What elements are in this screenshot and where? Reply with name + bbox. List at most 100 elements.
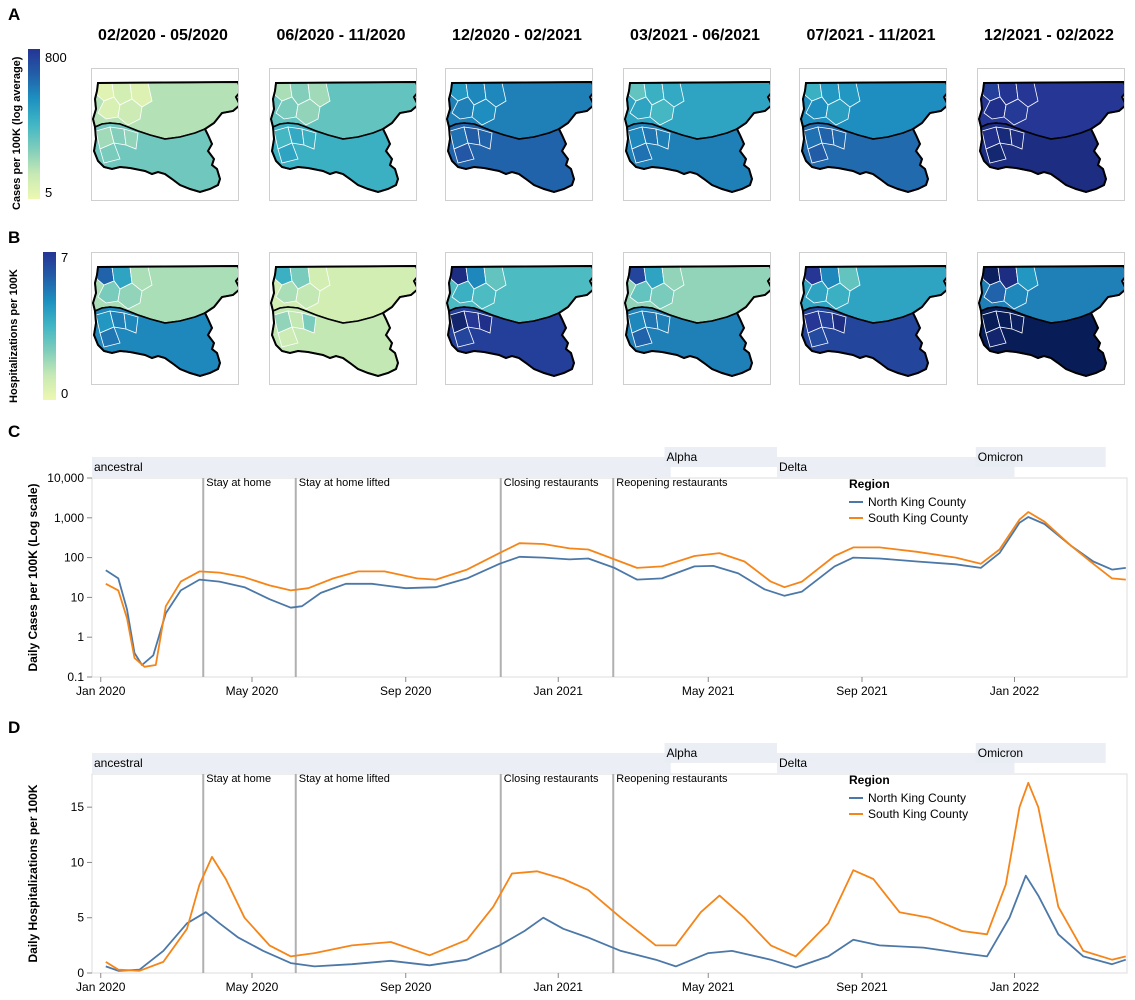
y-tick-label: 5 <box>77 911 84 925</box>
case-map-1 <box>91 68 239 201</box>
south-subregion <box>99 142 121 164</box>
series-line-north <box>105 874 1127 972</box>
county-outline <box>624 264 770 378</box>
legend-entry: South King County <box>868 511 968 525</box>
variant-label-ancestral: ancestral <box>94 460 143 474</box>
legend-b-title: Hospitalizations per 100K <box>8 269 20 403</box>
legend-b-min: 0 <box>61 386 69 401</box>
variant-label-ancestral: ancestral <box>94 756 143 770</box>
legend-b-max: 7 <box>61 250 69 265</box>
event-label: Closing restaurants <box>504 773 599 785</box>
south-subregion <box>807 326 829 348</box>
series-line-north <box>105 516 1126 666</box>
series-line-south <box>105 511 1126 668</box>
x-tick-label: Sep 2020 <box>380 980 432 994</box>
south-subregion <box>123 128 139 150</box>
x-tick-label: Jan 2022 <box>990 684 1040 698</box>
y-tick-label: 15 <box>71 800 85 814</box>
y-tick-label: 100 <box>64 551 84 565</box>
x-tick-label: Jan 2021 <box>534 980 584 994</box>
x-tick-label: May 2020 <box>226 980 279 994</box>
hospitalization-map-3 <box>445 252 593 385</box>
county-outline <box>446 264 592 378</box>
period-title-3: 12/2020 - 02/2021 <box>452 27 582 44</box>
variant-label-delta: Delta <box>779 756 807 770</box>
panel-label-a: A <box>8 5 21 24</box>
hospitalization-map-5 <box>799 252 947 385</box>
county-outline <box>800 80 946 194</box>
event-label: Stay at home lifted <box>299 477 390 489</box>
legend-a-title: Cases per 100K (log average) <box>11 56 23 210</box>
case-map-4 <box>623 68 771 201</box>
variant-band-alpha <box>664 447 777 467</box>
y-axis-title: Daily Cases per 100K (Log scale) <box>26 483 40 671</box>
legend-title: Region <box>849 773 890 787</box>
period-title-2: 06/2020 - 11/2020 <box>276 27 406 44</box>
legend-entry: North King County <box>868 791 966 805</box>
x-tick-label: Jan 2020 <box>76 684 126 698</box>
legend-b-color-ramp <box>43 252 56 400</box>
y-tick-label: 10,000 <box>47 471 84 485</box>
hospitalization-map-2 <box>269 252 417 385</box>
series-line-south <box>105 781 1127 972</box>
variant-label-omicron: Omicron <box>978 450 1023 464</box>
case-map-2 <box>269 68 417 201</box>
south-subregion <box>277 142 299 164</box>
south-subregion <box>807 142 829 164</box>
south-subregion <box>453 142 475 164</box>
case-map-3 <box>445 68 593 201</box>
south-subregion <box>1009 312 1025 334</box>
south-subregion <box>655 312 671 334</box>
panel-label-b: B <box>8 228 21 247</box>
period-title-4: 03/2021 - 06/2021 <box>630 27 760 44</box>
south-subregion <box>301 128 317 150</box>
south-subregion <box>99 326 121 348</box>
county-outline <box>92 264 238 378</box>
x-tick-label: Jan 2022 <box>990 980 1040 994</box>
y-axis-title: Daily Hospitalizations per 100K <box>26 784 40 962</box>
y-tick-label: 10 <box>71 590 85 604</box>
south-subregion <box>477 312 493 334</box>
variant-band-ancestral <box>92 753 671 773</box>
south-subregion <box>985 142 1007 164</box>
south-subregion <box>123 312 139 334</box>
legend-entry: South King County <box>868 807 968 821</box>
y-tick-label: 1,000 <box>54 511 84 525</box>
south-subregion <box>985 326 1007 348</box>
y-tick-label: 0.1 <box>67 670 84 684</box>
x-tick-label: May 2021 <box>682 684 735 698</box>
south-subregion <box>477 128 493 150</box>
plot-frame <box>91 477 1128 678</box>
variant-band-delta <box>777 457 1015 477</box>
x-tick-label: Sep 2021 <box>836 980 888 994</box>
county-outline <box>446 80 592 194</box>
legend-a-color-ramp <box>28 49 40 199</box>
x-tick-label: Sep 2020 <box>380 684 432 698</box>
variant-band-ancestral <box>92 457 671 477</box>
south-subregion <box>631 326 653 348</box>
event-label: Reopening restaurants <box>616 773 728 785</box>
county-outline <box>624 80 770 194</box>
period-title-5: 07/2021 - 11/2021 <box>806 27 936 44</box>
variant-label-omicron: Omicron <box>978 746 1023 760</box>
event-label: Stay at home <box>206 477 271 489</box>
case-map-6 <box>977 68 1125 201</box>
county-outline <box>978 80 1124 194</box>
daily-cases-chart: ancestral Alpha Delta Omicron 0.1 1 10 100 1,000… <box>26 447 1128 698</box>
south-subregion <box>1009 128 1025 150</box>
variant-band-omicron <box>975 447 1106 467</box>
hospitalization-map-1 <box>91 252 239 385</box>
x-tick-label: Jan 2021 <box>534 684 584 698</box>
south-subregion <box>655 128 671 150</box>
period-title-6: 12/2021 - 02/2022 <box>984 27 1114 44</box>
south-subregion <box>831 128 847 150</box>
period-title-1: 02/2020 - 05/2020 <box>98 27 228 44</box>
county-outline <box>800 264 946 378</box>
panel-label-c: C <box>8 422 21 441</box>
x-tick-label: Sep 2021 <box>836 684 888 698</box>
event-label: Closing restaurants <box>504 477 599 489</box>
event-label: Reopening restaurants <box>616 477 728 489</box>
variant-label-alpha: Alpha <box>667 450 698 464</box>
south-subregion <box>631 142 653 164</box>
legend-title: Region <box>849 477 890 491</box>
